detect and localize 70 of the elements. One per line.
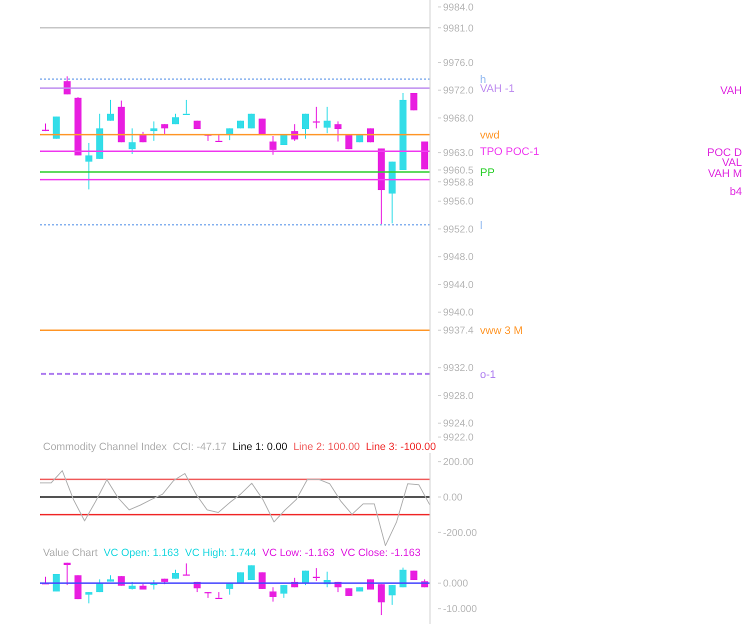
y-tick-label: 9972.0	[443, 86, 474, 97]
y-tick-label: 0.000	[443, 578, 468, 590]
text: VAL	[722, 157, 742, 169]
candlestick	[270, 586, 276, 602]
y-tick-label: -10.000	[443, 604, 478, 616]
y-tick-label: 9952.0	[443, 224, 474, 236]
y-tick-label: 9937.4	[443, 326, 474, 337]
candlestick	[85, 592, 92, 604]
text: b4	[730, 186, 742, 198]
annotation: VC High: 1.744	[184, 547, 256, 559]
candlestick	[150, 120, 158, 142]
candlestick	[410, 570, 418, 580]
y-tick-label: 9960.5	[443, 165, 474, 176]
y-tick-label: 9958.8	[443, 177, 474, 188]
y-tick-label: 9940.0	[443, 308, 474, 319]
y-tick-label: 9928.0	[443, 390, 474, 402]
text: VAH M	[708, 168, 742, 180]
y-tick-label: 0.00	[443, 492, 463, 504]
text: VAH	[720, 85, 742, 97]
y-tick-label: 9932.0	[443, 363, 474, 374]
y-tick-label: 9944.0	[443, 280, 474, 291]
candlestick	[270, 135, 276, 156]
candlestick	[378, 584, 385, 616]
y-tick-label: -200.00	[443, 528, 478, 539]
line-series	[40, 470, 430, 546]
ref-line-label: Line 3: -100.00	[366, 441, 436, 453]
ref-line-label: vww 3 M	[480, 325, 523, 338]
y-tick-label: 9976.0	[443, 58, 474, 69]
chart-title: Value Chart	[43, 547, 98, 559]
y-tick-label: 9924.0	[443, 418, 474, 430]
candlestick	[85, 142, 92, 190]
candlestick	[324, 106, 331, 134]
candlestick	[302, 113, 309, 140]
ref-line-label: Line 1: 0.00	[232, 441, 288, 453]
y-tick-label: 9922.0	[443, 432, 474, 444]
candlestick	[161, 124, 168, 136]
y-tick-label: 200.00	[443, 457, 474, 468]
candlestick	[52, 116, 60, 140]
annotation: VC Open: 1.163	[104, 547, 179, 559]
ref-line-label: l	[480, 220, 482, 232]
ref-line-label: o-1	[480, 368, 496, 381]
annotation: VC Close: -1.163	[340, 547, 421, 559]
ref-line-label: Line 2: 100.00	[293, 441, 360, 453]
candlestick	[248, 113, 255, 129]
candlestick	[400, 567, 406, 588]
candlestick	[302, 570, 309, 586]
ref-line-label: VAH -1	[480, 83, 515, 96]
candlestick	[248, 564, 255, 580]
y-tick-label: 9963.0	[443, 148, 474, 160]
chart-title: Commodity Channel Index	[43, 441, 167, 453]
ref-line-label: vwd	[480, 130, 500, 142]
annotation: VC Low: -1.163	[262, 547, 335, 559]
y-tick-label: 9948.0	[443, 252, 474, 264]
candlestick	[128, 128, 136, 155]
candlestick	[334, 120, 342, 142]
y-tick-label: 9981.0	[443, 23, 474, 34]
text: CCI: -47.17	[172, 441, 226, 453]
candlestick	[96, 578, 104, 593]
text: POC D	[707, 147, 742, 159]
ref-line-label: TPO POC-1	[480, 146, 540, 158]
candlestick	[107, 99, 114, 122]
y-tick-label: 9984.0	[443, 2, 474, 14]
candlestick	[280, 584, 288, 598]
candlestick	[64, 76, 71, 95]
candlestick	[410, 92, 418, 111]
y-tick-label: 9956.0	[443, 196, 474, 208]
candlestick	[388, 584, 396, 606]
y-tick-label: 9968.0	[443, 113, 474, 124]
candlestick	[258, 118, 266, 136]
ref-line-label: PP	[480, 167, 495, 180]
